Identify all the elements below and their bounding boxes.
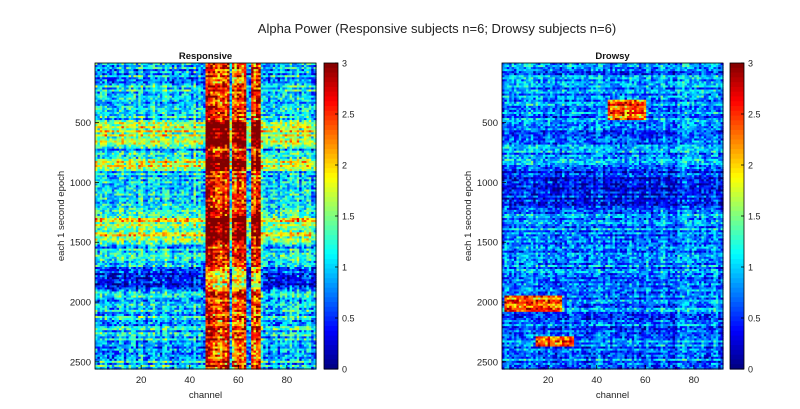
responsive-title: Responsive xyxy=(179,51,232,62)
figure-title: Alpha Power (Responsive subjects n=6; Dr… xyxy=(258,21,616,36)
figure: Alpha Power (Responsive subjects n=6; Dr… xyxy=(0,0,800,409)
responsive-heatmap xyxy=(95,63,317,370)
